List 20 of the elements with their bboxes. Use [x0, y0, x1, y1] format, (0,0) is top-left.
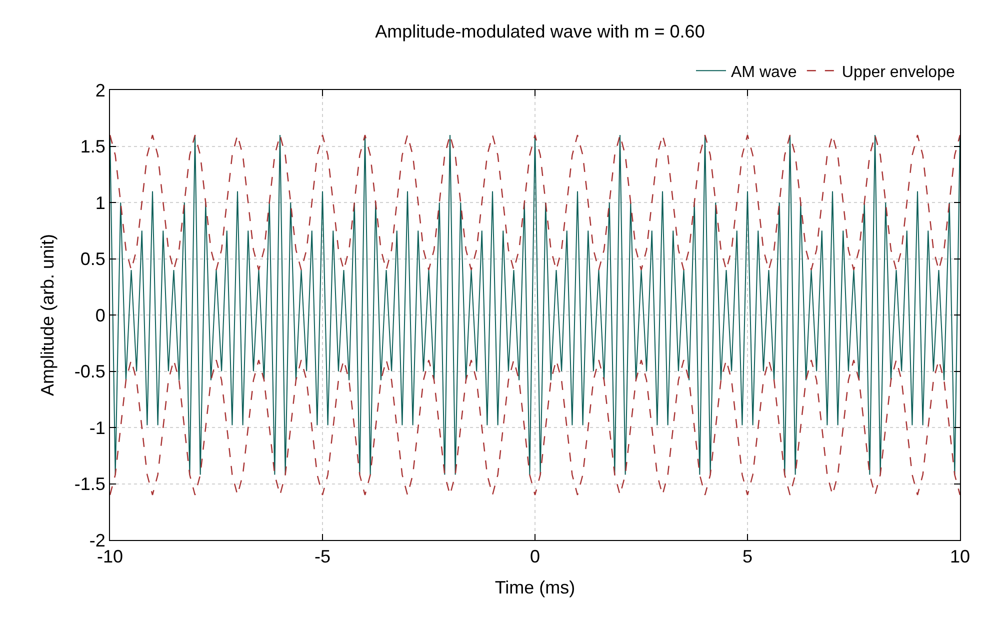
x-tick-label: 5 [742, 546, 753, 567]
chart-title: Amplitude-modulated wave with m = 0.60 [375, 21, 705, 42]
legend-label: Upper envelope [842, 64, 955, 81]
line-series [110, 359, 960, 496]
y-tick-label: -1.5 [74, 474, 106, 494]
y-axis-title: Amplitude (arb. unit) [38, 234, 58, 396]
x-tick-label: 0 [530, 546, 540, 567]
line-series [110, 134, 960, 271]
legend-label: AM wave [731, 64, 797, 81]
y-tick-label: 1.5 [80, 136, 106, 157]
y-tick-label: 2 [95, 80, 106, 100]
y-tick-label: 0 [95, 305, 106, 326]
y-tick-label: -1 [89, 418, 106, 438]
x-tick-label: -5 [314, 546, 331, 567]
x-tick-label: 10 [950, 546, 970, 567]
line-series [110, 134, 960, 476]
y-tick-label: -0.5 [74, 362, 106, 382]
x-axis-title: Time (ms) [494, 578, 576, 598]
y-tick-label: 0.5 [80, 249, 106, 270]
y-tick-label: 1 [95, 192, 106, 213]
